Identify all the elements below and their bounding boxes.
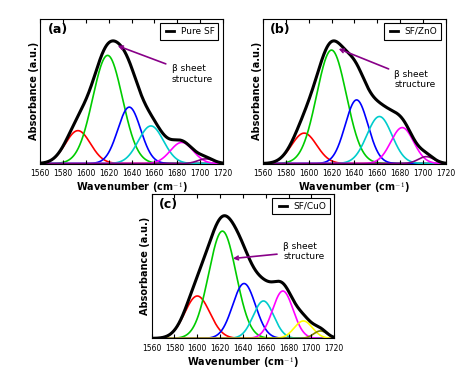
Y-axis label: Absorbance (a.u.): Absorbance (a.u.) [252, 42, 262, 140]
Y-axis label: Absorbance (a.u.): Absorbance (a.u.) [140, 217, 150, 315]
Text: (c): (c) [159, 198, 178, 211]
X-axis label: Wavenumber (cm$^{-1}$): Wavenumber (cm$^{-1}$) [298, 181, 410, 196]
Text: (b): (b) [270, 23, 291, 36]
Y-axis label: Absorbance (a.u.): Absorbance (a.u.) [29, 42, 39, 140]
Text: (a): (a) [47, 23, 68, 36]
Text: β sheet
structure: β sheet structure [340, 49, 436, 89]
Legend: Pure SF: Pure SF [160, 23, 218, 39]
Legend: SF/CuO: SF/CuO [273, 198, 329, 214]
Text: β sheet
structure: β sheet structure [119, 46, 213, 83]
Text: β sheet
structure: β sheet structure [235, 242, 324, 261]
X-axis label: Wavenumber (cm$^{-1}$): Wavenumber (cm$^{-1}$) [187, 356, 299, 371]
Legend: SF/ZnO: SF/ZnO [384, 23, 441, 39]
X-axis label: Wavenumber (cm$^{-1}$): Wavenumber (cm$^{-1}$) [75, 181, 188, 196]
